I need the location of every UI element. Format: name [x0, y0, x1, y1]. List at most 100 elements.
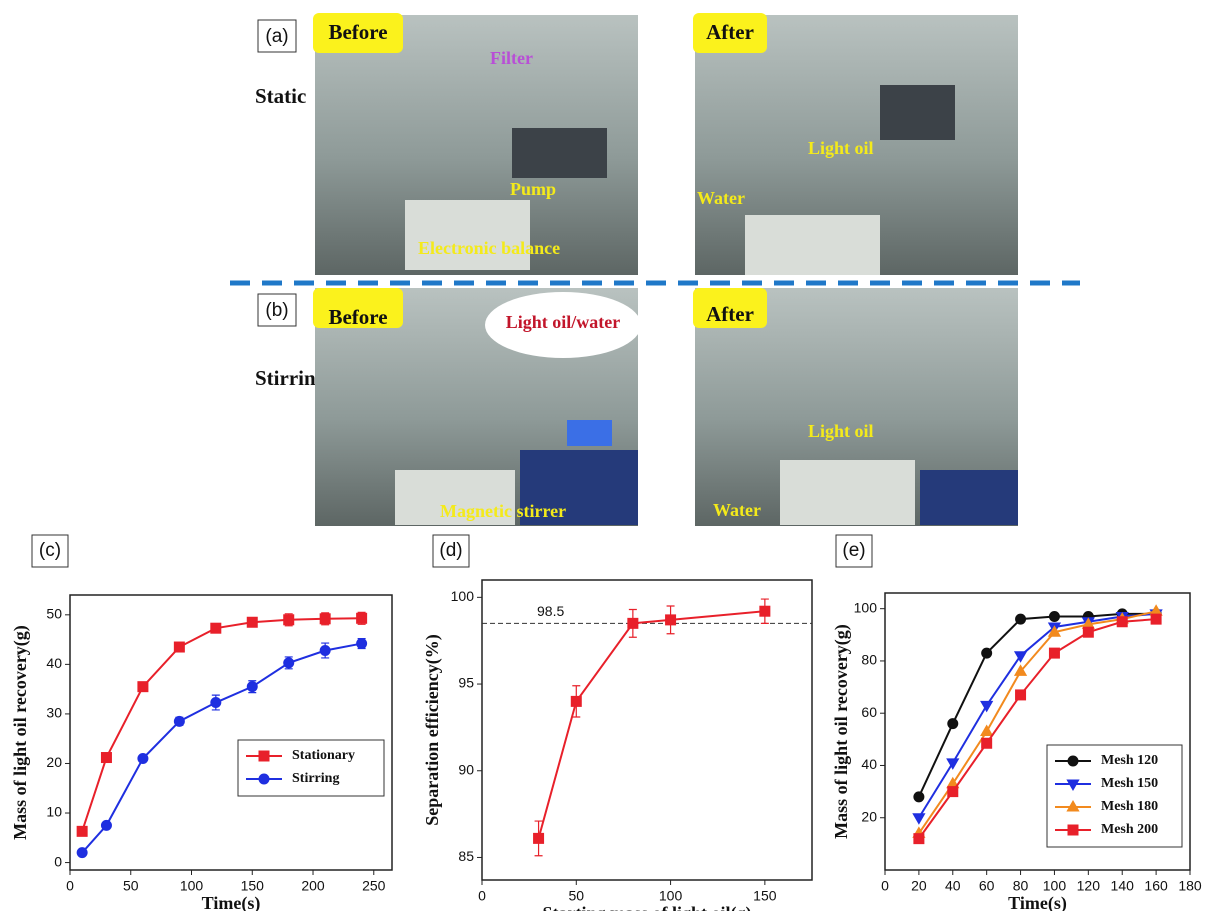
marker	[357, 613, 367, 623]
y-tick-label: 100	[854, 599, 878, 615]
x-axis-label: Time(s)	[1008, 893, 1067, 911]
y-axis-label: Mass of light oil recovery(g)	[10, 625, 31, 840]
panel-label: (d)	[439, 540, 462, 561]
marker	[284, 615, 294, 625]
photo-label: Filter	[490, 48, 533, 68]
x-tick-label: 0	[478, 888, 486, 904]
y-axis-label: Separation efficiency(%)	[422, 634, 443, 825]
photo-label: Magnetic stirrer	[440, 501, 566, 521]
tag: After	[706, 302, 754, 326]
marker	[101, 820, 111, 830]
marker	[174, 642, 184, 652]
photo-label: Water	[697, 188, 745, 208]
y-tick-label: 20	[46, 754, 62, 770]
x-tick-label: 200	[301, 878, 325, 894]
marker	[357, 639, 367, 649]
photo-object	[567, 420, 612, 446]
marker	[284, 658, 294, 668]
y-tick-label: 40	[46, 655, 62, 671]
marker	[571, 696, 581, 706]
marker	[101, 753, 111, 763]
x-tick-label: 60	[979, 878, 995, 894]
marker	[628, 618, 638, 628]
marker	[259, 751, 269, 761]
x-tick-label: 0	[881, 878, 889, 894]
marker	[247, 617, 257, 627]
y-tick-label: 85	[458, 848, 474, 864]
x-tick-label: 50	[568, 888, 584, 904]
marker	[1151, 614, 1161, 624]
tag: After	[706, 20, 754, 44]
panel-label: (a)	[265, 26, 288, 47]
legend-label: Stationary	[292, 748, 355, 763]
marker	[534, 833, 544, 843]
marker	[948, 787, 958, 797]
panel-label: (e)	[842, 540, 865, 561]
photo-label: Light oil	[808, 421, 874, 441]
marker	[913, 814, 925, 824]
marker	[1068, 756, 1078, 766]
x-tick-label: 150	[753, 888, 777, 904]
x-tick-label: 20	[911, 878, 927, 894]
legend-label: Mesh 200	[1101, 822, 1158, 837]
y-tick-label: 80	[861, 652, 877, 668]
marker	[247, 682, 257, 692]
reference-label: 98.5	[537, 603, 564, 619]
photo-object	[920, 470, 1018, 525]
marker	[320, 614, 330, 624]
legend-label: Stirring	[292, 771, 339, 786]
photo-label: Electronic balance	[418, 238, 560, 258]
photo-object	[880, 85, 955, 140]
panel-label: (c)	[39, 540, 61, 561]
y-tick-label: 60	[861, 704, 877, 720]
x-tick-label: 80	[1013, 878, 1029, 894]
y-tick-label: 0	[54, 853, 62, 869]
photo-label: Light oil/water	[506, 312, 621, 332]
y-tick-label: 10	[46, 804, 62, 820]
marker	[982, 648, 992, 658]
plot-frame	[482, 580, 812, 880]
tag: Before	[328, 305, 387, 329]
marker	[947, 759, 959, 769]
marker	[77, 826, 87, 836]
y-tick-label: 20	[861, 808, 877, 824]
x-axis-label: Starting mass of light oil(g)	[543, 903, 752, 911]
x-tick-label: 250	[362, 878, 386, 894]
marker	[981, 726, 993, 736]
legend-label: Mesh 120	[1101, 753, 1158, 768]
panel-label: (b)	[265, 300, 288, 321]
x-tick-label: 160	[1144, 878, 1168, 894]
marker	[948, 719, 958, 729]
marker	[1016, 614, 1026, 624]
y-axis-label: Mass of light oil recovery(g)	[831, 624, 852, 839]
photo-label: Pump	[510, 179, 556, 199]
x-tick-label: 100	[659, 888, 683, 904]
y-tick-label: 50	[46, 606, 62, 622]
marker	[982, 738, 992, 748]
figure: (a) Static Before Filter Pump Electronic…	[0, 0, 1223, 911]
row-label: Static	[255, 84, 306, 108]
photo-object	[405, 200, 530, 270]
marker	[77, 848, 87, 858]
legend-label: Mesh 180	[1101, 799, 1158, 814]
marker	[1016, 690, 1026, 700]
x-tick-label: 150	[241, 878, 265, 894]
marker	[914, 834, 924, 844]
marker	[138, 754, 148, 764]
photo-label: Light oil	[808, 138, 874, 158]
marker	[174, 716, 184, 726]
marker	[1117, 617, 1127, 627]
photo-object	[512, 128, 607, 178]
marker	[138, 682, 148, 692]
marker	[914, 792, 924, 802]
x-tick-label: 100	[180, 878, 204, 894]
x-tick-label: 0	[66, 878, 74, 894]
photo-object	[780, 460, 915, 525]
marker	[211, 698, 221, 708]
y-tick-label: 100	[451, 588, 475, 604]
marker	[981, 701, 993, 711]
series-line	[539, 611, 765, 838]
photo-object	[745, 215, 880, 275]
y-tick-label: 90	[458, 761, 474, 777]
marker	[211, 623, 221, 633]
